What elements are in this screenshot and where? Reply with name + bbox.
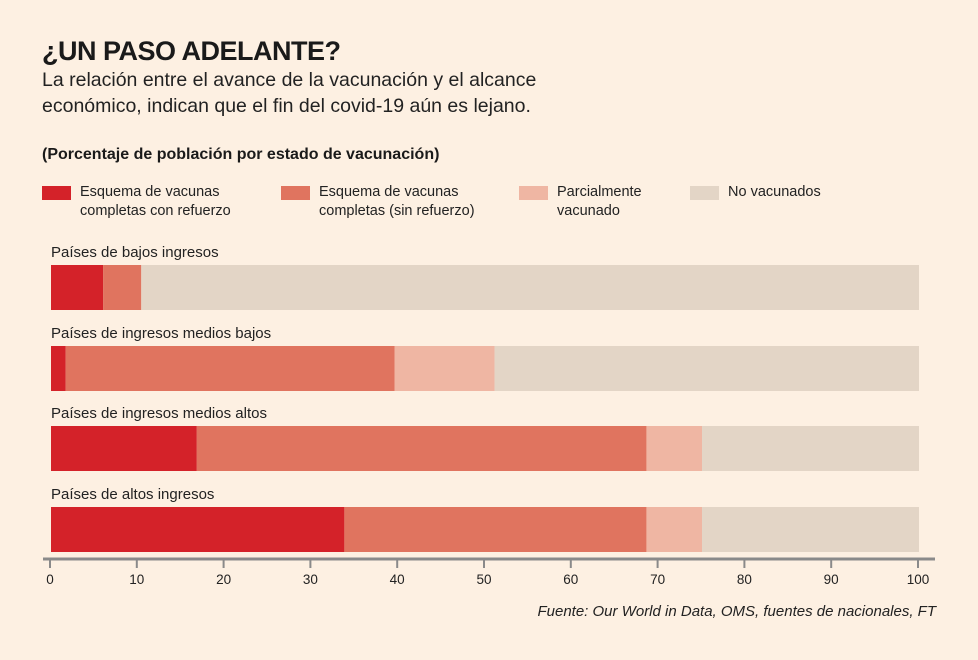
bar-segment <box>344 507 647 552</box>
x-tick-label: 100 <box>907 572 930 587</box>
chart-subtitle: La relación entre el avance de la vacuna… <box>42 69 537 117</box>
bar-segment <box>702 507 919 552</box>
chart-title: ¿UN PASO ADELANTE? <box>42 36 341 66</box>
legend-item-booster: Esquema de vacunas completas con refuerz… <box>42 183 240 221</box>
bar-segment <box>51 346 66 391</box>
x-axis-ticks: 0 10 20 30 40 50 60 70 80 90 100 <box>46 559 929 587</box>
legend-swatch <box>519 186 548 200</box>
bar-segment <box>646 426 702 471</box>
bar-segment <box>51 426 197 471</box>
category-label: Países de bajos ingresos <box>51 244 219 261</box>
x-tick-label: 10 <box>129 572 144 587</box>
legend-item-complete: Esquema de vacunas completas (sin refuer… <box>281 183 484 221</box>
chart-units-label: (Porcentaje de población por estado de v… <box>42 146 440 163</box>
bar-segment <box>51 265 104 310</box>
x-tick-label: 20 <box>216 572 231 587</box>
category-label: Países de altos ingresos <box>51 486 215 503</box>
stacked-bar-chart: 0 10 20 30 40 50 60 70 80 90 100 <box>43 265 935 587</box>
x-tick-label: 30 <box>303 572 318 587</box>
bar-segment <box>103 265 142 310</box>
legend-swatch <box>42 186 71 200</box>
source-note: Fuente: Our World in Data, OMS, fuentes … <box>537 603 936 620</box>
bar-segment <box>702 426 919 471</box>
bar-segment <box>494 346 919 391</box>
bar-segment <box>141 265 920 310</box>
legend-swatch <box>281 186 310 200</box>
legend-item-unvaccinated: No vacunados <box>690 183 878 202</box>
legend-label: No vacunados <box>728 184 821 200</box>
bar-segment <box>196 426 647 471</box>
legend-item-partial: Parcialmente vacunado <box>519 183 667 221</box>
bar-segment <box>51 507 345 552</box>
category-label: Países de ingresos medios bajos <box>51 325 272 342</box>
legend-label: Esquema de vacunas completas con refuerz… <box>80 184 231 219</box>
legend-label: Esquema de vacunas completas (sin refuer… <box>319 184 475 219</box>
bars-group <box>51 265 920 552</box>
legend-label: Parcialmente vacunado <box>557 184 642 219</box>
x-tick-label: 0 <box>46 572 54 587</box>
legend-swatch <box>690 186 719 200</box>
x-tick-label: 60 <box>563 572 578 587</box>
x-tick-label: 80 <box>737 572 752 587</box>
bar-segment <box>394 346 495 391</box>
category-label: Países de ingresos medios altos <box>51 405 267 422</box>
bar-segment <box>646 507 702 552</box>
bar-segment <box>65 346 395 391</box>
x-tick-label: 40 <box>390 572 405 587</box>
x-tick-label: 50 <box>476 572 491 587</box>
x-tick-label: 70 <box>650 572 665 587</box>
x-tick-label: 90 <box>824 572 839 587</box>
